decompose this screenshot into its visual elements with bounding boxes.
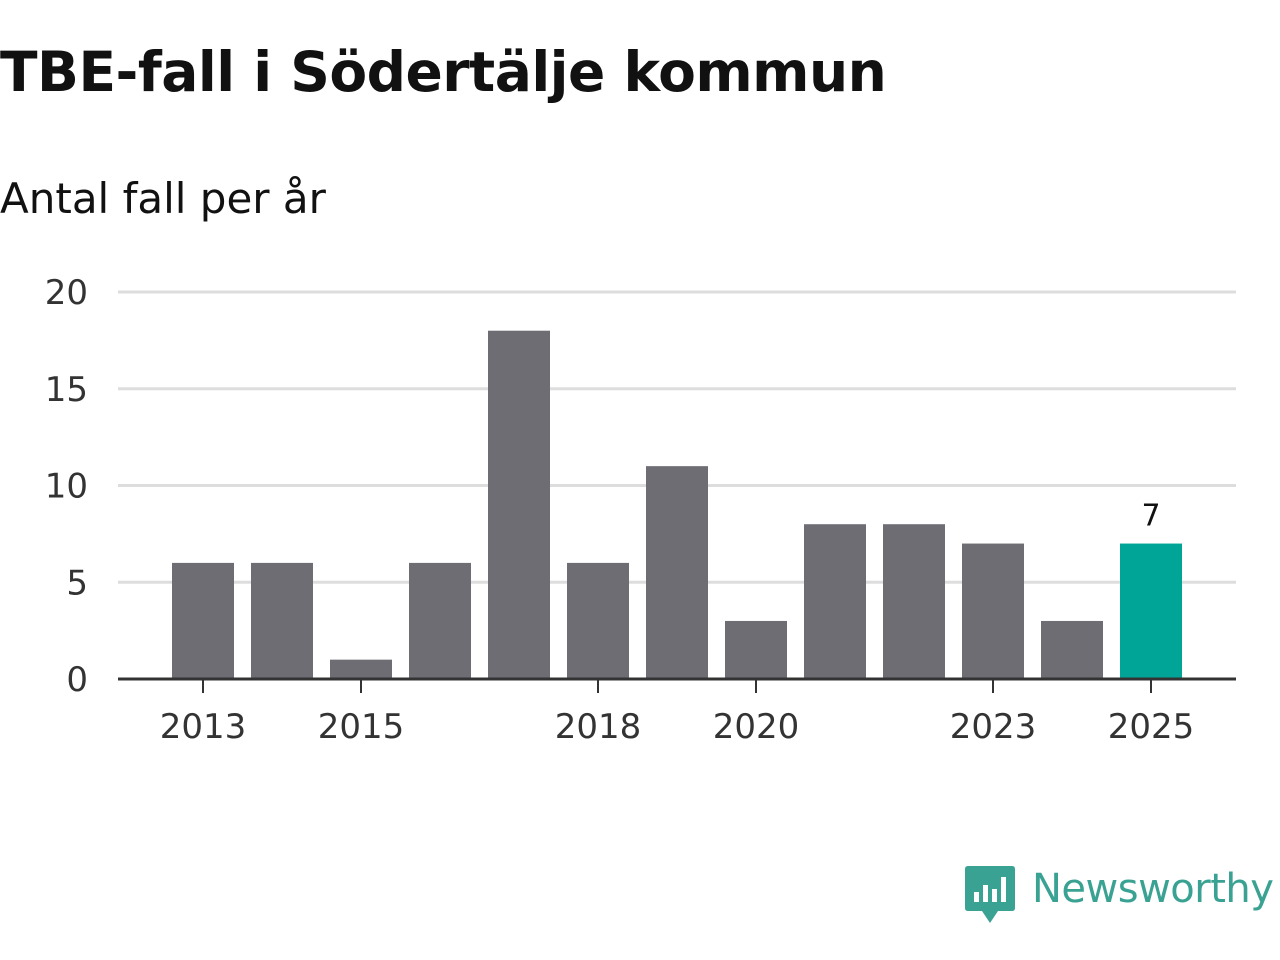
bar-2014: [251, 562, 313, 679]
bar-2025: [1120, 543, 1182, 679]
bar-2021: [804, 524, 866, 679]
bar-2016: [409, 562, 471, 679]
y-tick-label-20: 20: [45, 273, 88, 313]
bar-2019: [646, 466, 708, 679]
data-labels: 7: [1141, 499, 1160, 534]
bar-2013: [172, 562, 234, 679]
chart-subtitle: Antal fall per år: [0, 174, 326, 223]
y-tick-label-10: 10: [45, 467, 88, 507]
x-tick-label-2020: 2020: [713, 707, 800, 747]
bar-2018: [567, 562, 629, 679]
bar-2015: [330, 659, 392, 679]
newsworthy-logo: Newsworthy: [964, 864, 1274, 926]
bar-2023: [962, 543, 1024, 679]
bar-2022: [883, 524, 945, 679]
newsworthy-logo-icon: [965, 866, 1015, 923]
brand-name: Newsworthy: [1032, 866, 1274, 912]
bar-2017: [488, 330, 550, 679]
y-axis-ticks: 0 5 10 15 20: [45, 273, 88, 700]
x-tick-label-2015: 2015: [318, 707, 405, 747]
y-tick-label-0: 0: [66, 660, 88, 700]
x-axis-ticks: 2013 2015 2018 2020 2023 2025: [160, 679, 1195, 747]
chart-title: TBE-fall i Södertälje kommun: [0, 40, 887, 104]
bar-2020: [725, 620, 787, 679]
x-tick-label-2018: 2018: [555, 707, 642, 747]
y-tick-label-15: 15: [45, 370, 88, 410]
bars: [172, 330, 1182, 679]
data-label-2025: 7: [1141, 499, 1160, 534]
x-tick-label-2023: 2023: [950, 707, 1037, 747]
bar-2024: [1041, 620, 1103, 679]
y-tick-label-5: 5: [66, 563, 88, 603]
x-tick-label-2013: 2013: [160, 707, 247, 747]
x-tick-label-2025: 2025: [1108, 707, 1195, 747]
